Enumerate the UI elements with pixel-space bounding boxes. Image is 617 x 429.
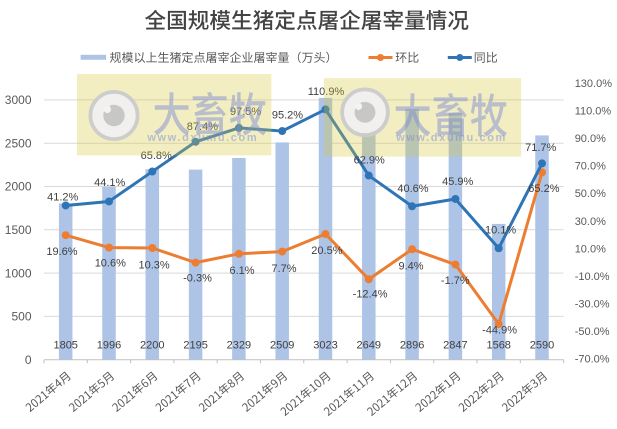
- svg-text:2847: 2847: [443, 340, 467, 352]
- svg-text:130.0%: 130.0%: [575, 78, 613, 90]
- svg-text:2649: 2649: [357, 340, 381, 352]
- svg-text:30.0%: 30.0%: [575, 216, 606, 228]
- svg-text:71.7%: 71.7%: [525, 142, 556, 154]
- svg-text:10.3%: 10.3%: [138, 259, 169, 271]
- svg-text:-50.0%: -50.0%: [575, 326, 610, 338]
- svg-text:110.9%: 110.9%: [308, 86, 345, 98]
- svg-text:1000: 1000: [5, 266, 32, 280]
- svg-text:7.7%: 7.7%: [271, 263, 296, 275]
- svg-text:0: 0: [25, 353, 32, 367]
- svg-text:2195: 2195: [183, 340, 207, 352]
- svg-text:1996: 1996: [97, 340, 121, 352]
- svg-text:9.4%: 9.4%: [398, 261, 423, 273]
- svg-text:10.0%: 10.0%: [575, 243, 606, 255]
- svg-text:-10.0%: -10.0%: [575, 271, 610, 283]
- svg-text:www.dxumu.com: www.dxumu.com: [395, 132, 507, 144]
- svg-text:2200: 2200: [140, 340, 164, 352]
- svg-text:-70.0%: -70.0%: [575, 354, 610, 366]
- svg-text:90.0%: 90.0%: [575, 133, 606, 145]
- svg-text:97.5%: 97.5%: [230, 106, 261, 118]
- svg-text:50.0%: 50.0%: [575, 188, 606, 200]
- svg-text:6.1%: 6.1%: [229, 265, 254, 277]
- svg-text:70.0%: 70.0%: [575, 161, 606, 173]
- svg-text:-12.4%: -12.4%: [353, 289, 388, 301]
- svg-text:95.2%: 95.2%: [272, 109, 303, 121]
- svg-text:2000: 2000: [5, 180, 32, 194]
- svg-text:45.9%: 45.9%: [442, 176, 473, 188]
- svg-text:-0.3%: -0.3%: [183, 273, 212, 285]
- svg-text:41.2%: 41.2%: [47, 191, 78, 203]
- svg-text:3000: 3000: [5, 93, 32, 107]
- svg-text:-1.7%: -1.7%: [441, 275, 470, 287]
- svg-text:65.2%: 65.2%: [528, 183, 559, 195]
- svg-text:1500: 1500: [5, 223, 32, 237]
- svg-text:-44.9%: -44.9%: [482, 324, 517, 336]
- svg-text:87.4%: 87.4%: [187, 121, 218, 133]
- svg-text:19.6%: 19.6%: [46, 246, 77, 258]
- svg-text:65.8%: 65.8%: [141, 150, 172, 162]
- svg-text:20.5%: 20.5%: [311, 245, 342, 257]
- svg-text:2509: 2509: [270, 340, 294, 352]
- svg-text:www.dxumu.com: www.dxumu.com: [146, 132, 258, 144]
- svg-text:10.1%: 10.1%: [485, 225, 516, 237]
- svg-text:2896: 2896: [400, 340, 424, 352]
- svg-text:1568: 1568: [486, 340, 510, 352]
- svg-text:1805: 1805: [53, 340, 77, 352]
- svg-text:110.0%: 110.0%: [575, 106, 612, 118]
- svg-text:40.6%: 40.6%: [397, 183, 428, 195]
- svg-text:2329: 2329: [227, 340, 251, 352]
- svg-text:3023: 3023: [313, 340, 337, 352]
- svg-text:2590: 2590: [530, 340, 554, 352]
- svg-text:10.6%: 10.6%: [95, 258, 126, 270]
- svg-text:500: 500: [11, 310, 31, 324]
- svg-text:2500: 2500: [5, 136, 32, 150]
- svg-text:-30.0%: -30.0%: [575, 298, 610, 310]
- svg-text:62.9%: 62.9%: [354, 155, 385, 167]
- svg-text:44.1%: 44.1%: [94, 177, 125, 189]
